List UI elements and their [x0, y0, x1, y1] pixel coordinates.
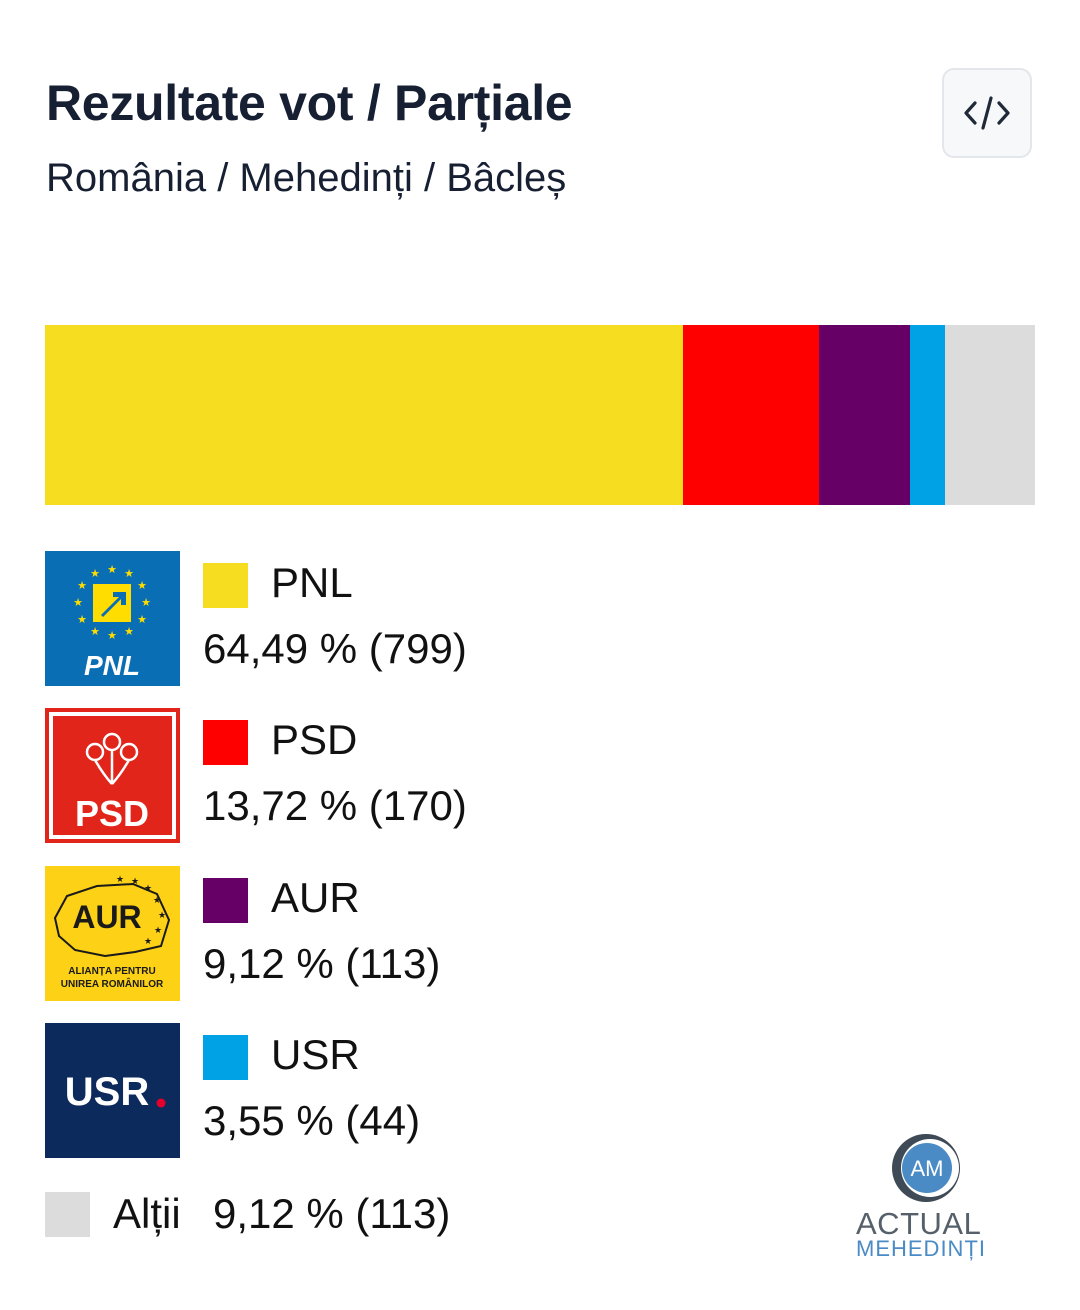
svg-text:★: ★ [73, 596, 83, 609]
aur-logo-subtext: UNIREA ROMÂNILOR [61, 977, 164, 990]
legend-item-psd: PSD PSD 13,72 % (170) [45, 708, 745, 843]
aur-logo: ★ ★ ★ ★ ★ ★ ★ AUR ALIANȚA PENTRU UNIREA ROMÂ… [45, 866, 180, 1001]
svg-text:★: ★ [77, 579, 87, 592]
breadcrumb: România / Mehedinți / Bâcleș [46, 156, 567, 200]
legend-swatch [45, 1192, 90, 1237]
embed-code-button[interactable] [942, 68, 1032, 158]
bar-segment-usr [909, 325, 945, 505]
legend-item-pnl: ★ ★ ★ ★ ★ ★ ★ ★ ★ ★ ★ ★ PNL PNL 64,49 % (799) [45, 551, 745, 686]
bar-segment-psd [683, 325, 820, 505]
page-title: Rezultate vot / Parțiale [46, 75, 573, 131]
party-name: Alții [113, 1190, 181, 1237]
psd-logo: PSD [45, 708, 180, 843]
svg-text:★: ★ [153, 896, 161, 906]
svg-text:★: ★ [90, 567, 100, 580]
svg-text:★: ★ [144, 884, 152, 894]
svg-text:★: ★ [116, 875, 124, 885]
party-name: USR [271, 1031, 360, 1078]
party-name: AUR [271, 874, 360, 921]
legend-item-aur: ★ ★ ★ ★ ★ ★ ★ AUR ALIANȚA PENTRU UNIREA ROMÂ… [45, 866, 745, 1001]
psd-logo-text: PSD [75, 793, 149, 834]
svg-text:★: ★ [137, 579, 147, 592]
legend-item-usr: USR USR 3,55 % (44) [45, 1023, 745, 1158]
party-result: 64,49 % (799) [203, 625, 467, 672]
legend-swatch [203, 563, 248, 608]
party-name: PSD [271, 716, 358, 763]
svg-text:★: ★ [90, 625, 100, 638]
party-name: PNL [271, 559, 353, 606]
actual-mehedinti-logo: AM ACTUAL MEHEDINȚI [856, 1134, 996, 1264]
legend-swatch [203, 720, 248, 765]
svg-text:★: ★ [154, 926, 162, 936]
svg-text:★: ★ [124, 567, 134, 580]
svg-text:★: ★ [107, 563, 117, 576]
svg-text:★: ★ [124, 625, 134, 638]
pnl-logo: ★ ★ ★ ★ ★ ★ ★ ★ ★ ★ ★ ★ PNL [45, 551, 180, 686]
aur-logo-subtext: ALIANȚA PENTRU [68, 966, 155, 977]
pnl-logo-text: PNL [84, 650, 140, 681]
svg-text:★: ★ [77, 613, 87, 626]
brand-word-actual: ACTUAL [856, 1206, 982, 1241]
party-result: 9,12 % (113) [203, 940, 441, 987]
stacked-result-bar [45, 325, 1035, 505]
party-result: 3,55 % (44) [203, 1097, 421, 1144]
code-icon [964, 96, 1010, 130]
brand-word-mehedinti: MEHEDINȚI [856, 1236, 986, 1261]
bar-segment-aur [819, 325, 910, 505]
brand-initials: AM [911, 1156, 944, 1181]
bar-segment-alții [944, 325, 1035, 505]
legend-swatch [203, 878, 248, 923]
party-result: 13,72 % (170) [203, 782, 467, 829]
usr-logo: USR [45, 1023, 180, 1158]
usr-logo-text: USR [65, 1070, 150, 1114]
svg-text:★: ★ [144, 937, 152, 947]
aur-logo-text: AUR [72, 899, 141, 935]
legend-item-others: Alții 9,12 % (113) [45, 1190, 745, 1240]
bar-segment-pnl [45, 325, 684, 505]
svg-text:★: ★ [158, 911, 166, 921]
legend-swatch [203, 1035, 248, 1080]
party-result: 9,12 % (113) [213, 1190, 451, 1237]
svg-text:★: ★ [137, 613, 147, 626]
svg-text:★: ★ [141, 596, 151, 609]
svg-text:★: ★ [107, 629, 117, 642]
svg-text:★: ★ [131, 877, 139, 887]
